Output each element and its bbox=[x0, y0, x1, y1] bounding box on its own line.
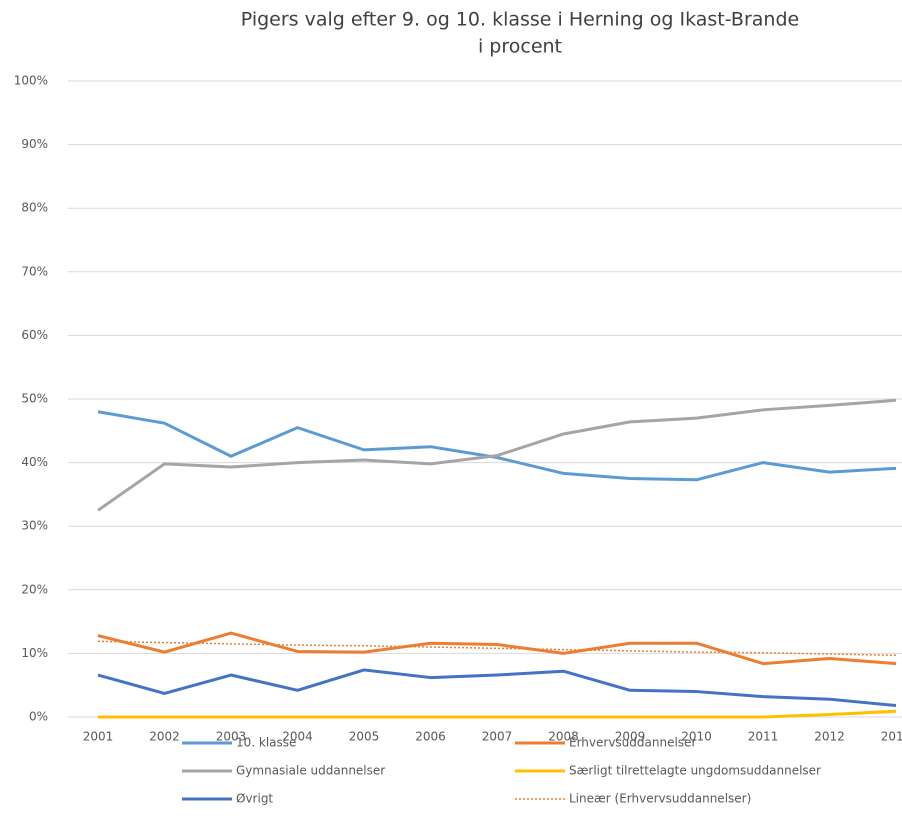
x-tick-label: 2009 bbox=[615, 730, 646, 744]
x-tick-label: 2008 bbox=[548, 730, 579, 744]
series-line bbox=[97, 640, 897, 657]
x-tick-label: 2013 bbox=[881, 730, 902, 744]
y-tick-label: 90% bbox=[21, 137, 48, 151]
y-tick-label: 70% bbox=[21, 264, 48, 278]
x-tick-label: 2012 bbox=[814, 730, 845, 744]
y-tick-label: 20% bbox=[21, 582, 48, 596]
chart-title: Pigers valg efter 9. og 10. klasse i Her… bbox=[241, 9, 799, 31]
legend-label: Gymnasiale uddannelser bbox=[236, 764, 385, 778]
x-tick-label: 2005 bbox=[349, 730, 380, 744]
series-line bbox=[97, 631, 897, 666]
y-tick-label: 10% bbox=[21, 646, 48, 660]
series-line bbox=[97, 410, 897, 482]
legend-label: Lineær (Erhvervsuddannelser) bbox=[569, 792, 751, 806]
y-tick-label: 0% bbox=[29, 710, 48, 724]
x-tick-label: 2006 bbox=[415, 730, 446, 744]
legend-label: 10. klasse bbox=[236, 736, 296, 750]
y-tick-label: 60% bbox=[21, 328, 48, 342]
x-tick-label: 2007 bbox=[482, 730, 513, 744]
y-tick-label: 30% bbox=[21, 519, 48, 533]
x-tick-label: 2001 bbox=[83, 730, 114, 744]
legend-label: Erhvervsuddannelser bbox=[569, 736, 696, 750]
x-tick-label: 2003 bbox=[216, 730, 247, 744]
y-tick-label: 100% bbox=[14, 74, 48, 88]
x-tick-label: 2002 bbox=[149, 730, 180, 744]
series-line bbox=[97, 398, 897, 512]
x-tick-label: 2011 bbox=[748, 730, 779, 744]
x-tick-label: 2010 bbox=[681, 730, 712, 744]
legend-label: Særligt tilrettelagte ungdomsuddannelser bbox=[569, 764, 821, 778]
legend-label: Øvrigt bbox=[236, 792, 273, 806]
y-tick-label: 80% bbox=[21, 201, 48, 215]
series-line bbox=[98, 709, 897, 719]
series-line bbox=[97, 668, 897, 708]
y-tick-label: 40% bbox=[21, 455, 48, 469]
chart-title: i procent bbox=[478, 36, 562, 58]
y-tick-label: 50% bbox=[21, 392, 48, 406]
x-tick-label: 2004 bbox=[282, 730, 313, 744]
